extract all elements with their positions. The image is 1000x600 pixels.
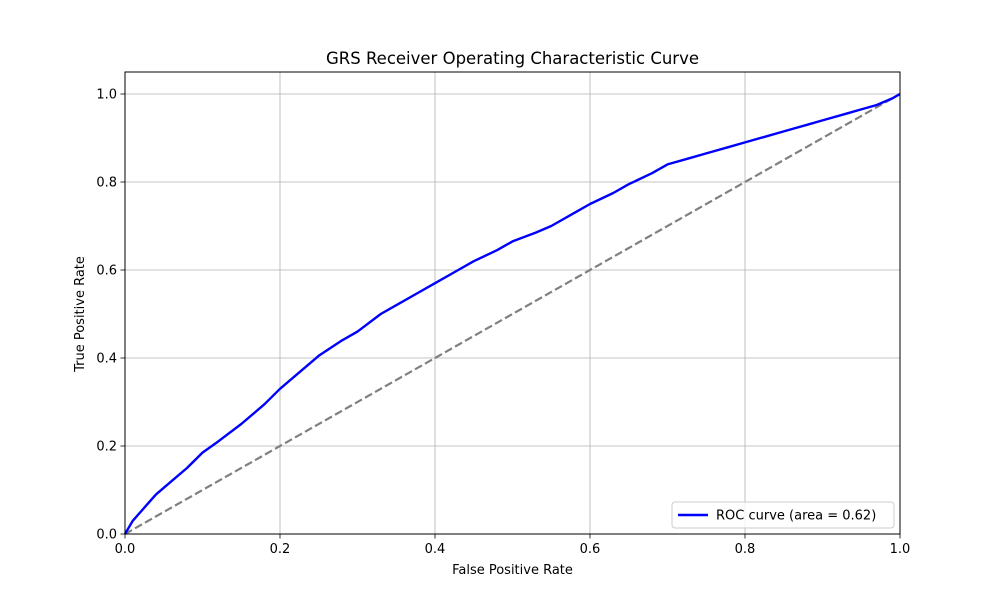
y-tick-label: 0.2	[96, 440, 117, 455]
y-tick-label: 1.0	[96, 88, 117, 103]
x-tick-label: 0.0	[115, 542, 136, 557]
x-tick-label: 0.8	[735, 542, 756, 557]
legend-box	[671, 501, 895, 529]
legend: ROC curve (area = 0.62)	[671, 501, 895, 529]
legend-label: ROC curve (area = 0.62)	[716, 509, 876, 524]
ticks: 0.0 0.2 0.4 0.6 0.8 1.0 0.0 0.2 0.4 0.6 0.8 1.0	[96, 88, 910, 558]
x-tick-label: 0.2	[270, 542, 291, 557]
chance-diagonal-line	[124, 93, 901, 535]
y-axis-label: True Positive Rate	[73, 256, 88, 373]
y-tick-label: 0.0	[96, 528, 117, 543]
y-tick-label: 0.8	[96, 176, 117, 191]
x-tick-label: 1.0	[890, 542, 911, 557]
y-tick-label: 0.6	[96, 264, 117, 279]
chart-title: GRS Receiver Operating Characteristic Cu…	[326, 49, 699, 68]
series-layer	[123, 92, 901, 535]
y-tick-label: 0.4	[96, 352, 117, 367]
x-tick-label: 0.4	[425, 542, 446, 557]
x-axis-label: False Positive Rate	[452, 563, 573, 578]
x-tick-label: 0.6	[580, 542, 601, 557]
plot-frame	[124, 71, 901, 535]
roc-curve-line	[123, 92, 901, 535]
